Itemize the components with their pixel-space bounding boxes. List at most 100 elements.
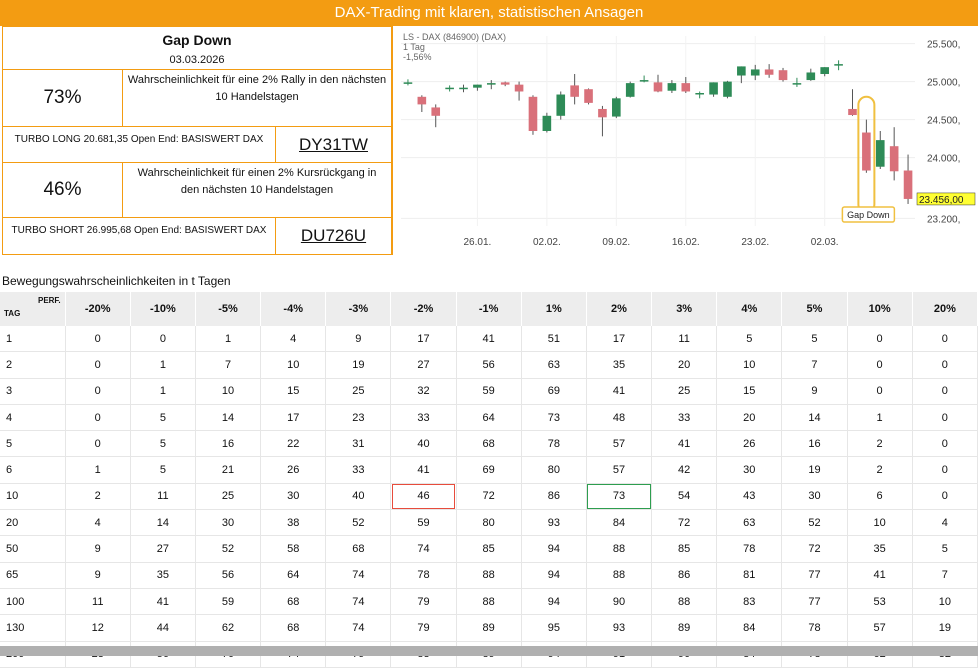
table-cell: 73 xyxy=(521,404,587,432)
column-header: -1% xyxy=(456,292,522,326)
table-cell: 86 xyxy=(651,562,718,589)
table-cell: 41 xyxy=(847,562,913,589)
long-product-code[interactable]: DY31TW xyxy=(276,127,392,163)
table-cell: 1 xyxy=(195,326,262,353)
y-tick-label: 25.000, xyxy=(927,78,960,89)
gap-down-label: Gap Down xyxy=(847,210,890,220)
table-cell: 80 xyxy=(521,456,587,484)
table-cell: 0 xyxy=(912,326,978,353)
column-header: -10% xyxy=(130,292,196,326)
table-cell: 25 xyxy=(651,378,718,405)
table-cell: 38 xyxy=(260,509,327,537)
table-cell: 35 xyxy=(847,535,913,563)
table-row: 4 0 5 14 17 23 33 64 73 48 33 20 14 1 0 xyxy=(0,404,978,432)
table-cell: 4 xyxy=(260,326,327,353)
table-row: 6 1 5 21 26 33 41 69 80 57 42 30 19 2 0 xyxy=(0,456,978,484)
table-cell: 16 xyxy=(195,430,262,458)
table-row: 50 9 27 52 58 68 74 85 94 88 85 78 72 35 5 xyxy=(0,535,978,563)
table-cell: 0 xyxy=(847,378,913,405)
table-cell: 10 xyxy=(847,509,913,537)
short-probability: 46% xyxy=(3,163,123,218)
table-cell: 63 xyxy=(521,351,587,379)
short-product-code[interactable]: DU726U xyxy=(276,218,392,254)
table-cell: 16 xyxy=(781,430,848,458)
candle-body xyxy=(709,82,718,95)
candle-body xyxy=(889,146,899,172)
x-tick-label: 02.02. xyxy=(533,237,561,248)
x-tick-label: 09.02. xyxy=(602,237,630,248)
table-cell: 11 xyxy=(130,483,196,511)
candle-body xyxy=(431,107,441,116)
table-cell: 30 xyxy=(781,483,848,511)
table-cell: 94 xyxy=(521,588,587,616)
column-header: 4% xyxy=(716,292,783,326)
table-row: 10 2 11 25 30 40 46 72 86 73 54 43 30 6 0 xyxy=(0,483,978,511)
table-cell: 2 xyxy=(65,483,131,511)
table-cell: 10 xyxy=(260,351,327,379)
table-cell: 10 xyxy=(912,588,978,616)
signal-title: Gap Down xyxy=(162,32,232,48)
row-day-cell: 50 xyxy=(0,535,66,563)
table-cell: 68 xyxy=(456,430,522,458)
table-cell: 9 xyxy=(781,378,848,405)
candle-body xyxy=(486,83,496,85)
candle-body xyxy=(792,83,802,85)
table-cell: 5 xyxy=(130,456,196,484)
x-tick-label: 23.02. xyxy=(741,237,769,248)
table-cell: 51 xyxy=(521,326,587,353)
table-cell: 73 xyxy=(586,483,653,511)
table-cell: 32 xyxy=(390,378,457,405)
candle-body xyxy=(750,69,760,76)
table-cell: 89 xyxy=(456,614,522,642)
table-cell: 44 xyxy=(130,614,196,642)
table-cell: 1 xyxy=(65,456,131,484)
table-cell: 41 xyxy=(130,588,196,616)
table-cell: 72 xyxy=(456,483,522,511)
candle-body xyxy=(598,108,607,118)
table-cell: 2 xyxy=(847,456,913,484)
table-cell: 78 xyxy=(521,430,587,458)
table-cell: 30 xyxy=(716,456,783,484)
table-row: 65 9 35 56 64 74 78 88 94 88 86 81 77 41 7 xyxy=(0,562,978,589)
table-cell: 88 xyxy=(456,588,522,616)
candle-body xyxy=(820,67,830,74)
candle-body xyxy=(848,108,857,116)
table-cell: 5 xyxy=(716,326,783,353)
table-cell: 9 xyxy=(65,562,131,589)
row-day-cell: 6 xyxy=(0,456,66,484)
table-cell: 25 xyxy=(195,483,262,511)
table-cell: 21 xyxy=(195,456,262,484)
table-cell: 88 xyxy=(456,562,522,589)
table-cell: 68 xyxy=(260,614,327,642)
table-cell: 84 xyxy=(716,614,783,642)
table-cell: 0 xyxy=(65,378,131,405)
table-cell: 42 xyxy=(651,456,718,484)
table-cell: 78 xyxy=(781,614,848,642)
candle-body xyxy=(625,83,635,97)
gap-down-callout xyxy=(841,206,896,223)
probability-table: PERF. TAG -20% -10% -5% -4% -3% -2% -1% 1% 2% 3% 4… xyxy=(0,292,978,668)
table-cell: 74 xyxy=(390,535,457,563)
table-cell: 2 xyxy=(847,430,913,458)
table-row: 20 4 14 30 38 52 59 80 93 84 72 63 52 10 4 xyxy=(0,509,978,537)
table-cell: 0 xyxy=(847,351,913,379)
table-cell: 77 xyxy=(781,562,848,589)
table-cell: 59 xyxy=(456,378,522,405)
table-cell: 1 xyxy=(130,378,196,405)
candle-body xyxy=(417,96,427,105)
column-header: -5% xyxy=(195,292,262,326)
table-cell: 72 xyxy=(651,509,718,537)
table-cell: 78 xyxy=(390,562,457,589)
candle-body xyxy=(584,89,593,103)
table-cell: 58 xyxy=(260,535,327,563)
column-header: 20% xyxy=(912,292,978,326)
chart-legend-period: 1 Tag xyxy=(403,42,425,52)
table-cell: 0 xyxy=(65,430,131,458)
candle-body xyxy=(514,84,524,92)
table-cell: 33 xyxy=(651,404,718,432)
y-tick-label: 24.000, xyxy=(927,154,960,165)
row-day-cell: 1 xyxy=(0,326,66,353)
candle-body xyxy=(834,64,843,66)
candle-body xyxy=(459,87,468,90)
table-cell: 63 xyxy=(716,509,783,537)
